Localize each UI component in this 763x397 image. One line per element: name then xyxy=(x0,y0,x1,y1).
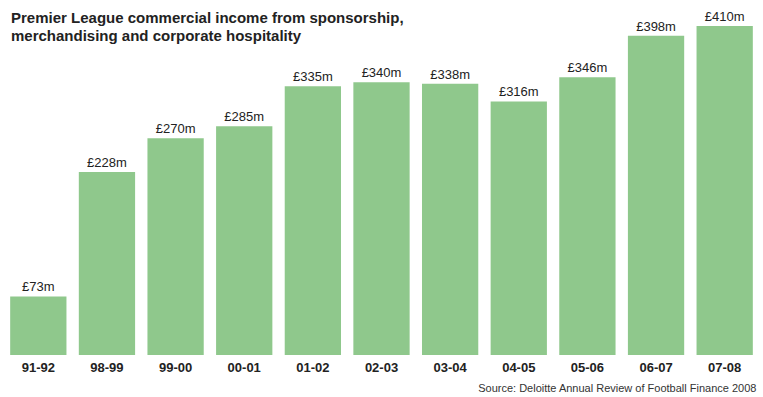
svg-text:£410m: £410m xyxy=(705,9,745,24)
svg-text:03-04: 03-04 xyxy=(434,360,468,375)
svg-text:01-02: 01-02 xyxy=(296,360,329,375)
svg-text:91-92: 91-92 xyxy=(22,360,55,375)
svg-text:05-06: 05-06 xyxy=(571,360,604,375)
svg-text:Premier League commercial inco: Premier League commercial income from sp… xyxy=(11,9,408,26)
svg-text:£285m: £285m xyxy=(224,109,264,124)
svg-text:£73m: £73m xyxy=(22,279,55,294)
svg-text:£228m: £228m xyxy=(87,155,127,170)
svg-text:02-03: 02-03 xyxy=(365,360,398,375)
svg-text:£340m: £340m xyxy=(362,65,402,80)
svg-text:£270m: £270m xyxy=(156,121,196,136)
svg-text:£398m: £398m xyxy=(636,19,676,34)
svg-text:£346m: £346m xyxy=(568,60,608,75)
svg-text:98-99: 98-99 xyxy=(90,360,123,375)
svg-text:£316m: £316m xyxy=(499,84,539,99)
svg-text:00-01: 00-01 xyxy=(228,360,261,375)
svg-text:04-05: 04-05 xyxy=(502,360,535,375)
svg-text:£335m: £335m xyxy=(293,69,333,84)
svg-text:£338m: £338m xyxy=(430,67,470,82)
svg-text:07-08: 07-08 xyxy=(708,360,741,375)
svg-text:Source: Deloitte Annual Review: Source: Deloitte Annual Review of Footba… xyxy=(478,382,756,394)
svg-text:99-00: 99-00 xyxy=(159,360,192,375)
svg-text:06-07: 06-07 xyxy=(639,360,672,375)
svg-text:merchandising and corporate ho: merchandising and corporate hospitality xyxy=(11,27,302,44)
